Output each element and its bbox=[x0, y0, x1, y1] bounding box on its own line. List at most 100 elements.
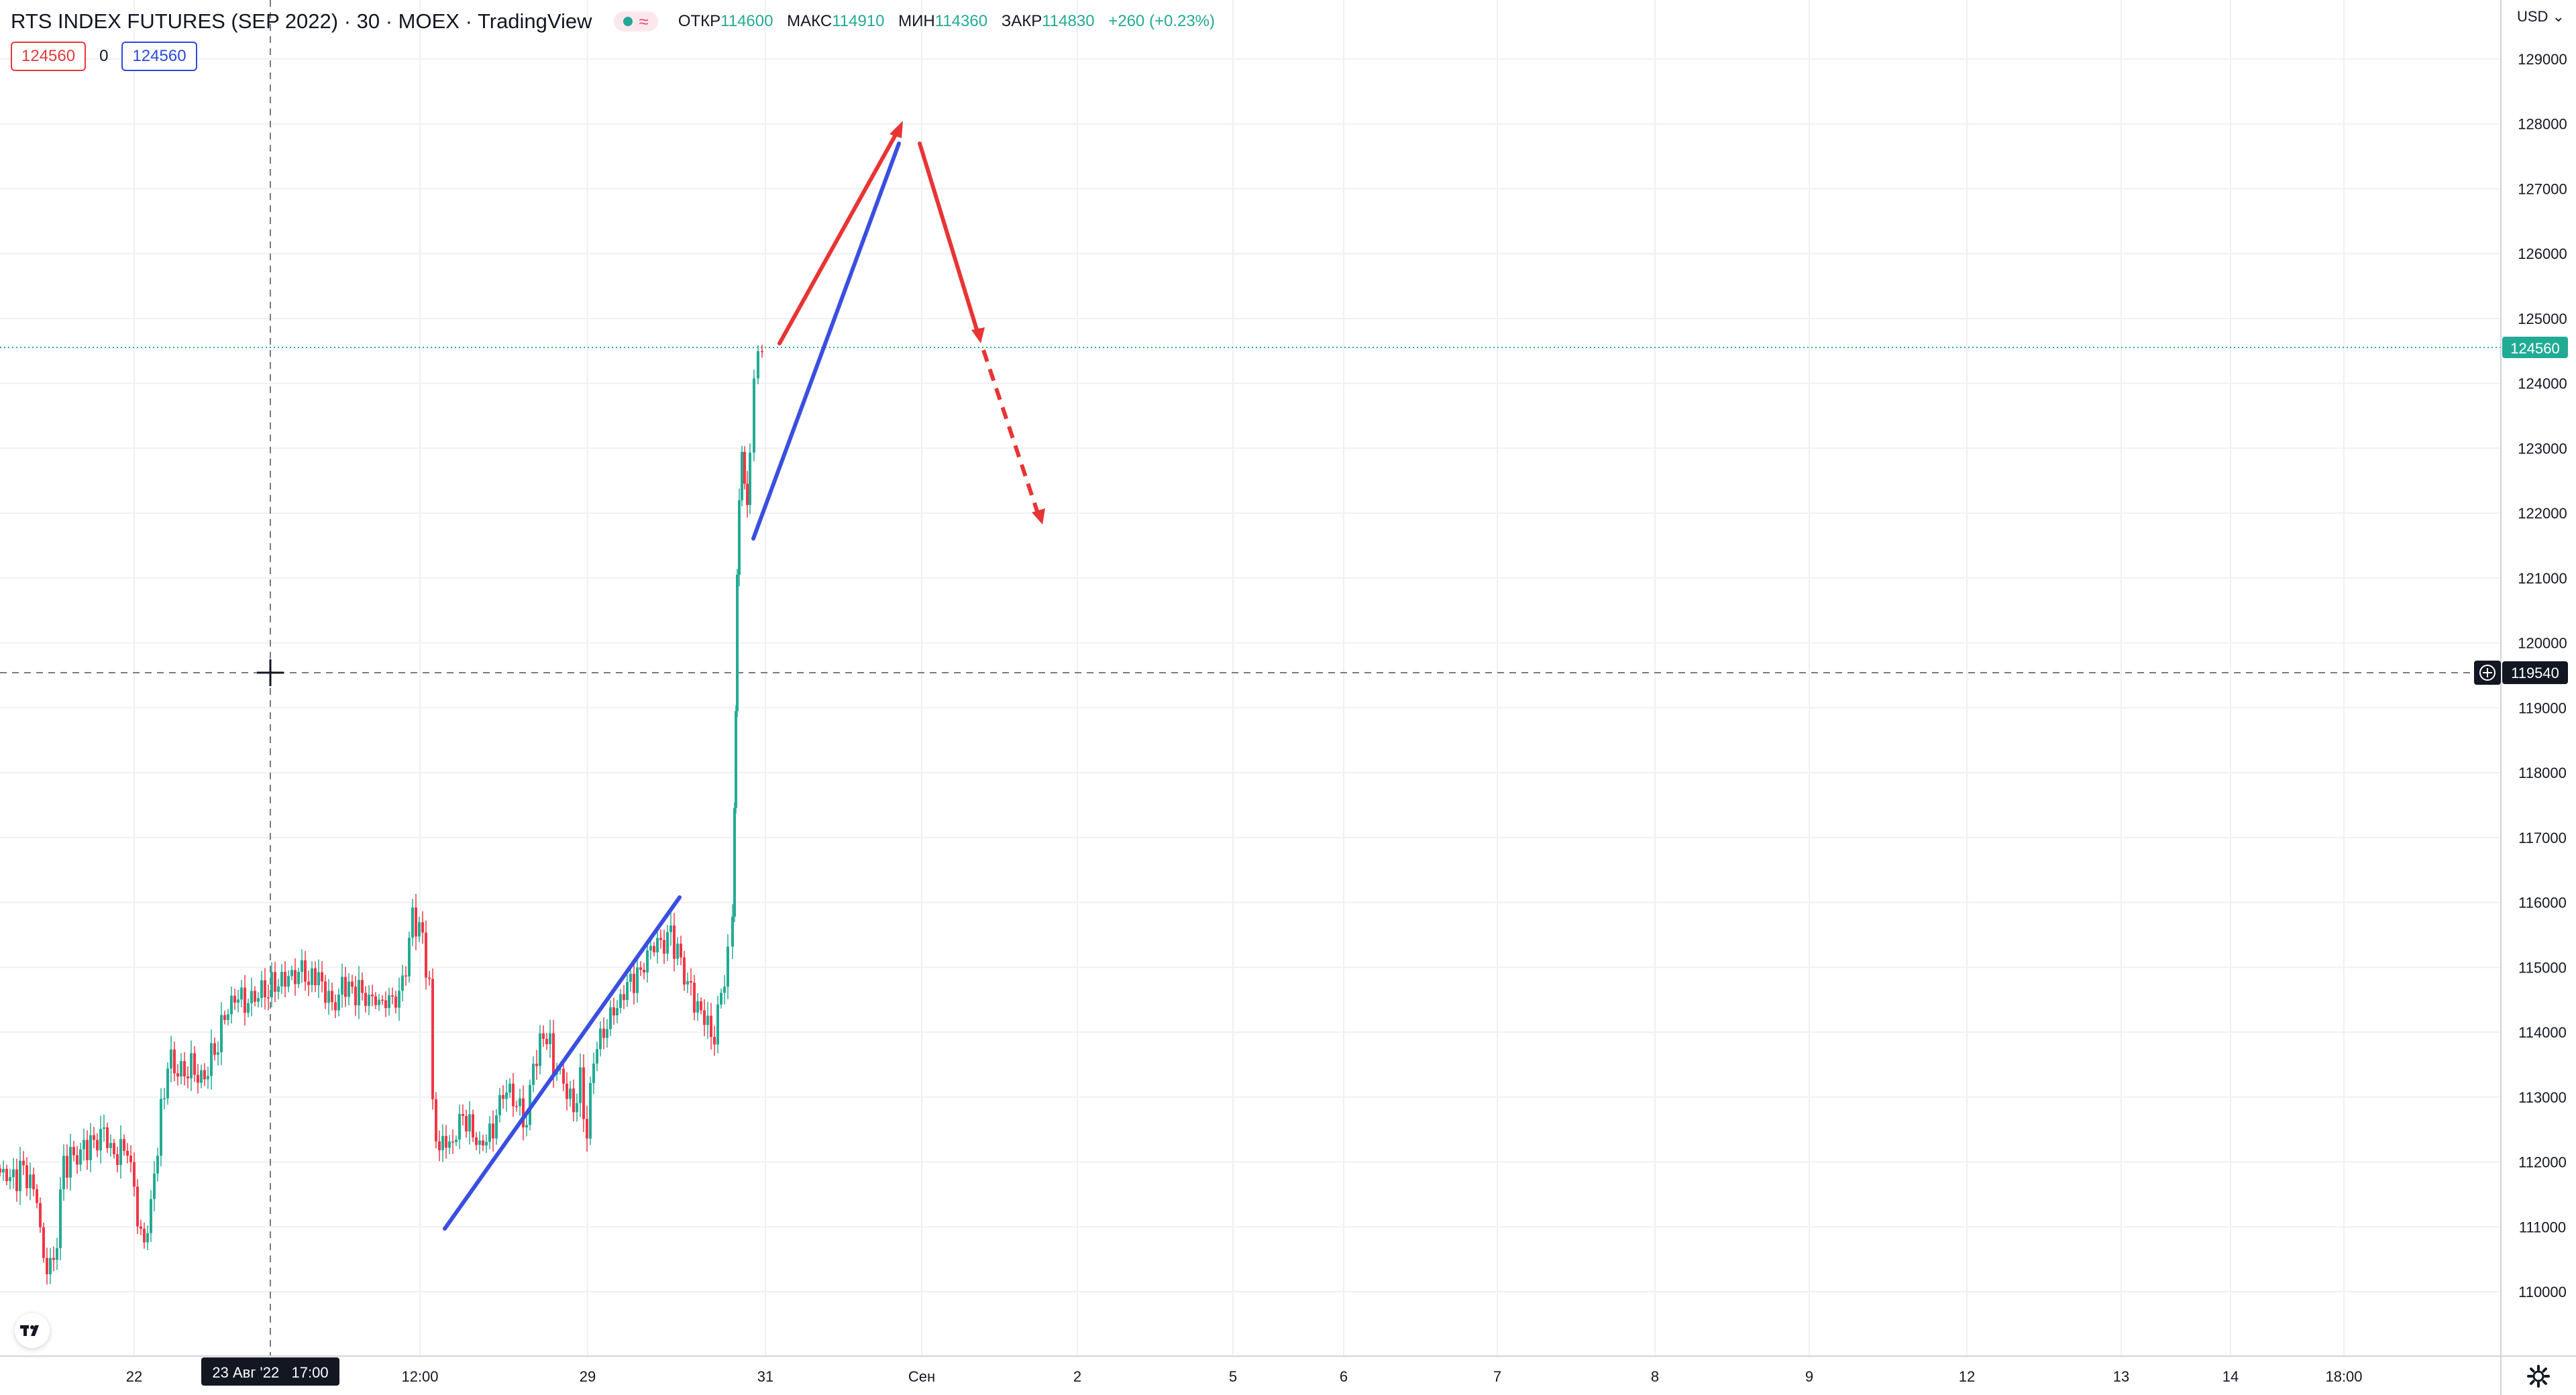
candle bbox=[659, 929, 662, 949]
candles bbox=[0, 345, 763, 1285]
price-tick-label: 117000 bbox=[2518, 830, 2567, 846]
candle bbox=[341, 963, 343, 1008]
candle bbox=[230, 986, 233, 1024]
buy-price-button[interactable]: 124560 bbox=[121, 42, 197, 71]
crosshair-time-label: 23 Авг '22 17:00 bbox=[212, 1364, 328, 1381]
candle bbox=[596, 1042, 598, 1072]
candle bbox=[72, 1141, 75, 1162]
blue-trendline-1[interactable] bbox=[443, 895, 682, 1231]
candle bbox=[458, 1104, 461, 1150]
symbol-title[interactable]: RTS INDEX FUTURES (SEP 2022) · 30 · MOEX… bbox=[11, 9, 592, 33]
candle bbox=[89, 1123, 92, 1172]
candle bbox=[757, 345, 759, 384]
candle bbox=[274, 961, 276, 1003]
candle bbox=[579, 1053, 582, 1117]
price-tick-label: 126000 bbox=[2518, 245, 2567, 262]
price-tick-label: 112000 bbox=[2518, 1154, 2567, 1171]
candle bbox=[502, 1085, 504, 1109]
candle bbox=[401, 964, 404, 1002]
candle bbox=[626, 974, 629, 1007]
candle bbox=[619, 989, 622, 1013]
price-axis[interactable]: 129000 128000 127000 126000 125000 124000 1230… bbox=[2518, 51, 2567, 1300]
tradingview-logo-icon[interactable] bbox=[15, 1313, 50, 1348]
blue-trendline-2[interactable] bbox=[751, 142, 901, 541]
time-tick-label: 12:00 bbox=[401, 1368, 438, 1385]
candle bbox=[213, 1037, 216, 1061]
candle bbox=[284, 961, 286, 998]
candle bbox=[2, 1160, 5, 1181]
candle bbox=[411, 899, 414, 947]
plus-circle-icon[interactable] bbox=[2474, 661, 2501, 685]
candle bbox=[270, 962, 273, 1007]
candle bbox=[656, 926, 659, 964]
candle bbox=[512, 1072, 515, 1117]
time-tick-label: 22 bbox=[126, 1368, 142, 1385]
candle bbox=[227, 1009, 229, 1025]
candle bbox=[388, 987, 390, 1016]
candle bbox=[140, 1219, 142, 1236]
red-arrow-down[interactable] bbox=[918, 142, 980, 336]
drawings[interactable] bbox=[443, 121, 1045, 1231]
candle bbox=[49, 1247, 52, 1284]
candle bbox=[586, 1105, 588, 1152]
candle bbox=[337, 988, 340, 1017]
candle bbox=[425, 920, 427, 990]
tradingview-logo-shape bbox=[20, 1325, 39, 1336]
candle bbox=[582, 1054, 585, 1133]
candle bbox=[572, 1079, 575, 1121]
candle bbox=[123, 1134, 125, 1156]
candle bbox=[163, 1088, 166, 1110]
candle bbox=[173, 1042, 176, 1081]
candle bbox=[519, 1089, 521, 1116]
price-tick-label: 129000 bbox=[2518, 51, 2567, 68]
candle bbox=[277, 979, 280, 1000]
price-tick-label: 122000 bbox=[2518, 505, 2567, 522]
candle bbox=[116, 1146, 119, 1173]
candle bbox=[733, 802, 736, 922]
candle bbox=[294, 958, 297, 996]
candle bbox=[244, 974, 246, 1026]
candle bbox=[378, 993, 380, 1011]
market-status-pill[interactable]: ≈ bbox=[613, 11, 658, 32]
gear-icon[interactable] bbox=[2524, 1361, 2553, 1391]
candle bbox=[233, 989, 236, 1010]
candle bbox=[690, 968, 692, 996]
candle bbox=[562, 1061, 565, 1091]
currency-selector[interactable]: USD ⌄ bbox=[2517, 8, 2565, 25]
candle bbox=[351, 974, 354, 994]
time-tick-label: 29 bbox=[580, 1368, 596, 1385]
candle bbox=[237, 990, 239, 1013]
candle bbox=[150, 1190, 152, 1242]
red-arrow-dashed[interactable] bbox=[981, 349, 1040, 516]
candle bbox=[475, 1131, 478, 1151]
sell-price-button[interactable]: 124560 bbox=[11, 42, 87, 71]
candle bbox=[441, 1124, 444, 1162]
candle bbox=[220, 1002, 223, 1066]
candle bbox=[743, 446, 746, 490]
candle bbox=[569, 1080, 572, 1107]
time-axis[interactable]: 22 12:00 29 31 Сен 2 5 6 7 8 9 12 13 14 18:00 bbox=[126, 1368, 2363, 1385]
high-value: 114910 bbox=[832, 12, 885, 30]
vertical-grid bbox=[133, 0, 2345, 1356]
last-price-badge bbox=[2502, 337, 2568, 358]
candle bbox=[290, 965, 293, 981]
red-arrow-up[interactable] bbox=[777, 127, 901, 345]
candle bbox=[633, 962, 635, 1005]
candle bbox=[431, 968, 434, 1110]
price-tick-label: 125000 bbox=[2518, 311, 2567, 327]
time-tick-label: 9 bbox=[1805, 1368, 1813, 1385]
candle bbox=[240, 980, 243, 1007]
candle bbox=[749, 443, 751, 514]
candle bbox=[653, 942, 655, 956]
candle bbox=[223, 1010, 226, 1025]
candle bbox=[59, 1177, 62, 1261]
close-label: ЗАКР bbox=[1001, 12, 1042, 30]
last-price-label: 124560 bbox=[2510, 340, 2559, 357]
candle bbox=[462, 1104, 464, 1126]
candle bbox=[46, 1247, 48, 1285]
candle bbox=[307, 970, 310, 997]
low-label: МИН bbox=[898, 12, 935, 30]
candle bbox=[736, 569, 739, 718]
candle bbox=[254, 986, 256, 1007]
